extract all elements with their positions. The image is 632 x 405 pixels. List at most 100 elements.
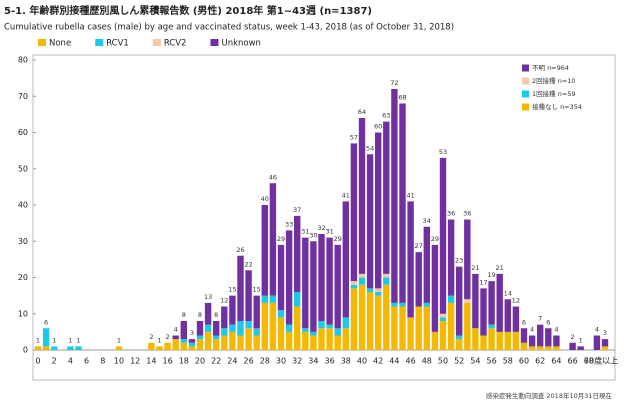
- bar-segment: [488, 281, 495, 325]
- bar-segment: [350, 288, 358, 350]
- total-label: 13: [204, 293, 212, 301]
- bar-segment: [213, 339, 220, 350]
- total-label: 4: [595, 326, 599, 334]
- bar-segment: [366, 154, 374, 289]
- bar-segment: [520, 328, 528, 343]
- bar-segment: [229, 324, 236, 332]
- total-label: 23: [455, 257, 463, 265]
- x-tick-label: 52: [454, 357, 464, 366]
- x-tick-label: 32: [292, 357, 302, 366]
- inner-legend-swatch: [522, 77, 529, 85]
- bar-segment: [188, 342, 196, 347]
- bar-segment: [334, 244, 341, 329]
- x-tick-label: 66: [568, 357, 578, 366]
- bar-segment: [383, 277, 390, 285]
- bar-segment: [383, 121, 390, 274]
- bar-segment: [447, 302, 455, 350]
- bar-segment: [439, 317, 447, 321]
- x-tick-label: 62: [535, 357, 545, 366]
- x-tick-label: 18: [179, 357, 189, 366]
- bar-segment: [34, 346, 42, 350]
- bar-segment: [553, 346, 560, 350]
- bar-segment: [269, 302, 277, 350]
- x-tick-label: 24: [227, 357, 237, 366]
- bar-segment: [318, 328, 325, 350]
- bar-segment: [399, 302, 406, 307]
- bar-segment: [601, 339, 609, 347]
- bar-segment: [285, 230, 293, 325]
- bar-segment: [350, 281, 358, 285]
- bar-segment: [439, 157, 447, 314]
- bar-segment: [237, 255, 244, 321]
- x-tick-label: 68: [584, 357, 594, 366]
- bar-segment: [221, 328, 228, 336]
- bar-segment: [221, 335, 228, 350]
- total-label: 68: [398, 94, 406, 102]
- total-label: 14: [504, 289, 512, 297]
- total-label: 22: [244, 260, 252, 268]
- total-label: 1: [76, 336, 80, 344]
- x-tick-label: 6: [84, 357, 89, 366]
- total-label: 15: [253, 286, 261, 294]
- bar-segment: [358, 273, 366, 278]
- bar-segment: [423, 306, 430, 350]
- y-tick-label: 40: [18, 201, 28, 210]
- inner-legend-label: 不明 n=964: [532, 64, 569, 72]
- bar-segment: [310, 335, 317, 350]
- bar-segment: [504, 299, 511, 332]
- bar-segment: [366, 292, 374, 350]
- bar-segment: [342, 201, 349, 318]
- bar-segment: [294, 215, 301, 292]
- total-label: 12: [220, 297, 228, 305]
- total-label: 1: [52, 336, 56, 344]
- x-tick-label: 16: [163, 357, 173, 366]
- bar-segment: [375, 288, 382, 292]
- x-tick-label: 42: [373, 357, 383, 366]
- bar-segment: [221, 306, 228, 329]
- total-label: 32: [317, 224, 325, 232]
- y-tick-label: 70: [18, 92, 28, 101]
- plot-frame: [32, 54, 616, 381]
- bar-segment: [512, 331, 520, 350]
- bar-segment: [180, 342, 187, 350]
- bar-segment: [334, 328, 341, 336]
- bar-segment: [456, 339, 463, 350]
- bar-segment: [391, 89, 398, 303]
- y-tick-label: 30: [18, 237, 28, 246]
- bar-segment: [464, 302, 471, 350]
- bar-segment: [196, 339, 204, 350]
- total-label: 12: [512, 297, 520, 305]
- bar-segment: [285, 324, 293, 332]
- bar-segment: [545, 346, 552, 350]
- bar-segment: [528, 335, 536, 347]
- chart-title: 5-1. 年齢群別接種歴別風しん累積報告数 (男性) 2018年 第1~43週 …: [4, 4, 372, 17]
- bar-segment: [480, 335, 487, 350]
- bar-segment: [456, 266, 463, 336]
- total-label: 1: [68, 336, 72, 344]
- bar-segment: [188, 339, 196, 343]
- bar-segment: [472, 273, 479, 329]
- total-label: 40: [261, 195, 269, 203]
- y-tick-label: 20: [18, 273, 28, 282]
- total-label: 36: [463, 210, 471, 218]
- x-tick-label: 20: [195, 357, 205, 366]
- bar-segment: [42, 328, 50, 347]
- bar-segment: [196, 335, 204, 340]
- bar-segment: [350, 143, 358, 282]
- bar-segment: [245, 328, 252, 350]
- bar-segment: [172, 339, 179, 350]
- total-label: 7: [538, 315, 542, 323]
- bar-segment: [464, 219, 471, 300]
- bar-segment: [318, 321, 325, 329]
- x-tick-label: 60: [519, 357, 529, 366]
- total-label: 33: [285, 220, 293, 228]
- bar-segment: [213, 321, 220, 336]
- x-tick-label: 40: [357, 357, 367, 366]
- bar-segment: [229, 331, 236, 350]
- inner-legend-label: 2回接種 n=10: [532, 76, 576, 85]
- x-tick-label: 38: [341, 357, 351, 366]
- x-tick-label: 44: [389, 357, 399, 366]
- total-label: 1: [117, 336, 121, 344]
- inner-legend-label: 1回接種 n=59: [532, 89, 576, 98]
